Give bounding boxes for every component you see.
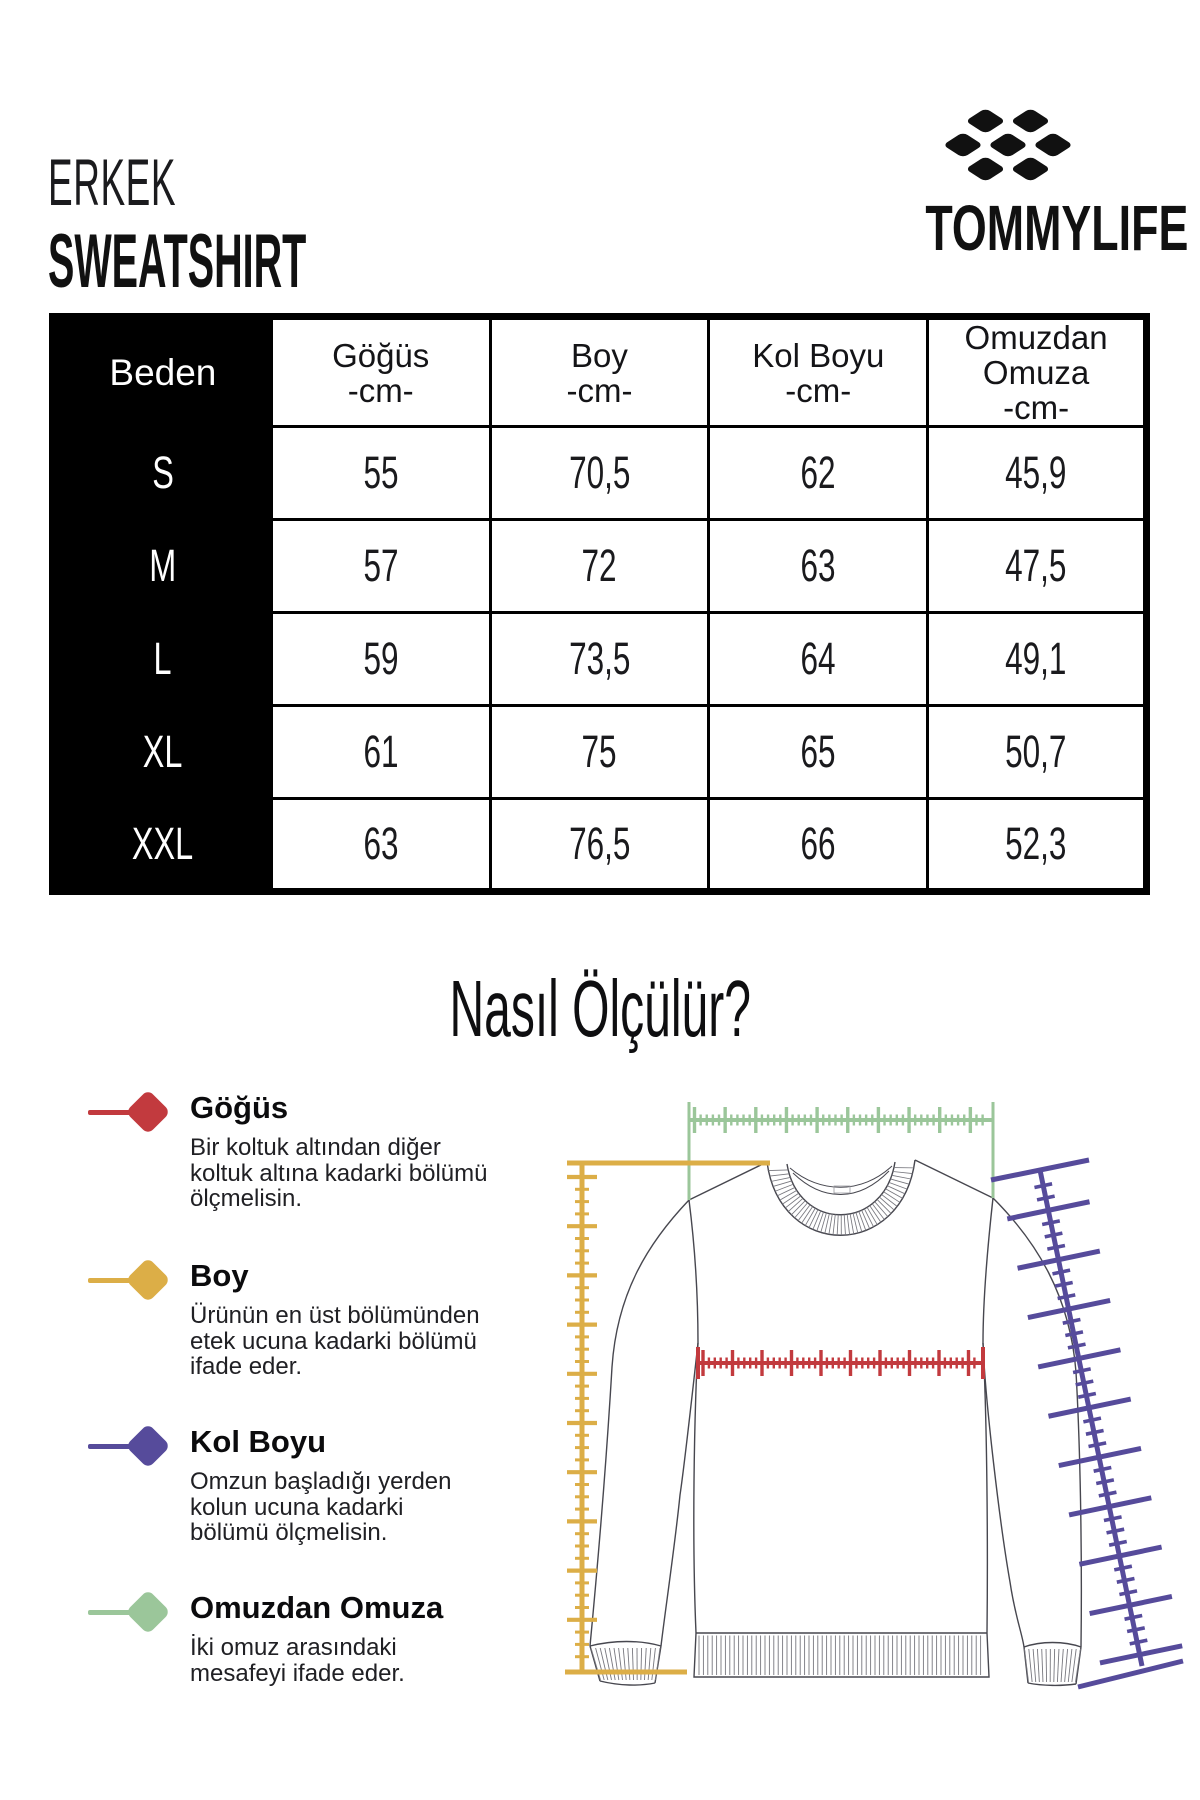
- table-row-s: S 55 70,5 62 45,9: [51, 425, 1148, 521]
- sleeve-diamond-marker-icon: [88, 1423, 180, 1470]
- legend-title: Boy: [190, 1258, 249, 1293]
- sweatshirt-outline: [589, 1159, 1083, 1687]
- value-cell: 47,5: [926, 518, 1148, 614]
- table-header-row: Beden Göğüs -cm- Boy -cm- Kol Boyu -cm- …: [51, 315, 1148, 428]
- table-row-m: M 57 72 63 47,5: [51, 518, 1148, 614]
- value-cell: 45,9: [926, 425, 1148, 521]
- legend-title: Omuzdan Omuza: [190, 1590, 444, 1625]
- value-cell: 73,5: [488, 611, 711, 707]
- brand-product-title: SWEATSHIRT: [48, 219, 307, 304]
- header-cell-boy: Boy -cm-: [488, 315, 711, 428]
- size-label-cell: S: [51, 425, 273, 521]
- size-label-cell: M: [51, 518, 273, 614]
- brand-category-title: ERKEK: [48, 145, 177, 219]
- how-to-measure-title: Nasıl Ölçülür?: [449, 964, 751, 1053]
- shoulder-diamond-marker-icon: [88, 1589, 180, 1636]
- chest-diamond-marker-icon: [88, 1089, 180, 1136]
- value-cell: 63: [269, 797, 492, 893]
- length-ruler: [565, 1160, 770, 1675]
- size-label-cell: XXL: [51, 797, 273, 893]
- size-table: Beden Göğüs -cm- Boy -cm- Kol Boyu -cm- …: [49, 313, 1150, 895]
- legend-item-omuzdan-omuza: Omuzdan Omuza İki omuz arasındaki mesafe…: [75, 1589, 525, 1686]
- table-row-xxl: XXL 63 76,5 66 52,3: [51, 797, 1148, 893]
- length-diamond-marker-icon: [88, 1257, 180, 1304]
- value-cell: 59: [269, 611, 492, 707]
- neck-label-tag: [833, 1185, 851, 1194]
- chest-ruler: [696, 1347, 985, 1379]
- value-cell: 64: [707, 611, 930, 707]
- rib-texture: [590, 1167, 1081, 1683]
- brand-wordmark: TOMMYLIFE: [869, 191, 1188, 265]
- header-cell-kol-boyu: Kol Boyu -cm-: [707, 315, 930, 428]
- value-cell: 49,1: [926, 611, 1148, 707]
- value-cell: 76,5: [488, 797, 711, 893]
- size-label-cell: L: [51, 611, 273, 707]
- shoulder-ruler: [687, 1102, 995, 1200]
- value-cell: 55: [269, 425, 492, 521]
- table-row-l: L 59 73,5 64 49,1: [51, 611, 1148, 707]
- legend-item-boy: Boy Ürünün en üst bölümünden etek ucuna …: [75, 1257, 525, 1380]
- legend-title: Kol Boyu: [190, 1424, 327, 1459]
- header-cell-gogus: Göğüs -cm-: [269, 315, 492, 428]
- table-row-xl: XL 61 75 65 50,7: [51, 704, 1148, 800]
- value-cell: 52,3: [926, 797, 1148, 893]
- value-cell: 62: [707, 425, 930, 521]
- value-cell: 57: [269, 518, 492, 614]
- brand-wordmark-text: TOMMYLIFE: [925, 192, 1189, 264]
- sweatshirt-measurement-diagram: [565, 1102, 1184, 1690]
- measurement-legend: Göğüs Bir koltuk altından diğer koltuk a…: [75, 1080, 525, 1740]
- header-cell-beden: Beden: [51, 315, 273, 428]
- value-cell: 72: [488, 518, 711, 614]
- legend-item-kol-boyu: Kol Boyu Omzun başladığı yerden kolun uc…: [75, 1423, 525, 1546]
- value-cell: 75: [488, 704, 711, 800]
- legend-item-gogus: Göğüs Bir koltuk altından diğer koltuk a…: [75, 1089, 525, 1212]
- tommylife-diamonds-logo-icon: [945, 109, 1071, 181]
- value-cell: 50,7: [926, 704, 1148, 800]
- value-cell: 61: [269, 704, 492, 800]
- value-cell: 70,5: [488, 425, 711, 521]
- value-cell: 63: [707, 518, 930, 614]
- header-cell-omuzdan-omuza: Omuzdan Omuza -cm-: [926, 315, 1148, 428]
- value-cell: 65: [707, 704, 930, 800]
- value-cell: 66: [707, 797, 930, 893]
- legend-title: Göğüs: [190, 1090, 289, 1125]
- size-label-cell: XL: [51, 704, 273, 800]
- sleeve-ruler: [990, 1157, 1184, 1690]
